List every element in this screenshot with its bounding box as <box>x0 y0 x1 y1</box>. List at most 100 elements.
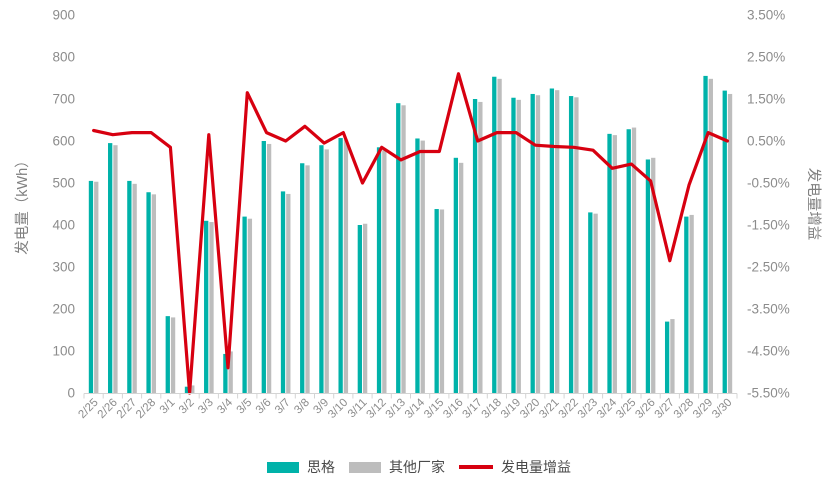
bar-other-3/10 <box>343 139 349 393</box>
x-axis-label-3/22: 3/22 <box>557 397 581 421</box>
bar-other-3/5 <box>247 218 253 393</box>
bar-other-2/25 <box>94 181 99 393</box>
bar-sige-3/9 <box>319 145 324 393</box>
left-axis-tick-label: 400 <box>52 218 75 233</box>
right-axis-tick-label: -1.50% <box>747 218 790 233</box>
bar-other-3/8 <box>305 165 310 393</box>
legend-item-other-vendors[interactable]: 其他厂家 <box>349 460 445 474</box>
x-axis-label-3/23: 3/23 <box>576 397 600 421</box>
x-axis-label-2/27: 2/27 <box>115 397 139 421</box>
bar-sige-3/14 <box>415 138 420 393</box>
x-axis-label-3/12: 3/12 <box>365 397 389 421</box>
bar-sige-3/25 <box>626 129 631 394</box>
bar-sige-2/26 <box>108 143 113 393</box>
bar-other-3/9 <box>324 149 329 393</box>
right-axis-tick-label: 1.50% <box>747 92 785 107</box>
bar-other-3/11 <box>362 223 368 393</box>
legend-label-gain: 发电量增益 <box>501 459 571 475</box>
bar-other-3/6 <box>266 143 272 393</box>
bar-other-3/4 <box>228 351 233 393</box>
bar-other-2/27 <box>132 183 137 393</box>
bar-other-3/29 <box>708 78 713 393</box>
bar-sige-3/15 <box>434 209 439 393</box>
bar-other-3/2 <box>190 385 195 393</box>
bar-other-3/3 <box>209 222 214 393</box>
bar-other-3/17 <box>478 101 483 393</box>
bar-other-3/12 <box>382 150 387 393</box>
bar-other-3/18 <box>497 78 502 393</box>
x-axis-label-3/15: 3/15 <box>422 397 446 421</box>
bar-sige-3/21 <box>549 88 555 393</box>
bar-other-3/13 <box>401 105 406 394</box>
left-axis-tick-label: 0 <box>67 386 75 401</box>
bar-other-3/7 <box>286 193 291 393</box>
bar-sige-3/6 <box>261 141 266 393</box>
left-axis-tick-label: 800 <box>52 50 75 65</box>
x-axis-label-3/10: 3/10 <box>326 397 350 421</box>
x-axis-label-3/1: 3/1 <box>158 397 178 417</box>
bar-sige-3/24 <box>607 133 612 394</box>
legend-item-gain[interactable]: 发电量增益 <box>459 460 571 474</box>
bar-sige-3/11 <box>357 225 362 393</box>
x-axis-label-3/27: 3/27 <box>653 397 677 421</box>
right-axis-tick-label: -5.50% <box>747 386 790 401</box>
plot-area: 0 100 200 300 400 500 600 700 800 900 -5.50% -4.50%… <box>52 8 789 421</box>
legend-label-other-vendors: 其他厂家 <box>389 459 445 475</box>
bar-other-3/22 <box>574 97 579 393</box>
x-axis-label-3/25: 3/25 <box>614 397 638 421</box>
x-axis-label-3/28: 3/28 <box>672 397 696 421</box>
bar-sige-3/1 <box>165 316 170 393</box>
right-axis-tick-label: -3.50% <box>747 302 790 317</box>
x-axis-label-3/3: 3/3 <box>196 397 216 417</box>
x-axis-label-3/8: 3/8 <box>292 397 312 417</box>
right-axis-tick-label: -4.50% <box>747 344 790 359</box>
bar-other-3/20 <box>535 95 541 393</box>
bar-sige-3/22 <box>568 96 574 393</box>
bar-sige-3/5 <box>242 216 247 393</box>
bar-sige-3/28 <box>684 216 689 393</box>
legend-label-sige: 思格 <box>307 459 335 475</box>
bar-sige-2/27 <box>127 180 132 393</box>
other-vendors-swatch-icon <box>349 461 381 473</box>
bar-other-3/15 <box>439 209 445 393</box>
left-axis-tick-label: 600 <box>52 134 75 149</box>
x-axis-label-3/14: 3/14 <box>403 396 428 421</box>
x-axis-label-3/24: 3/24 <box>595 396 620 421</box>
x-axis-label-3/17: 3/17 <box>461 397 485 421</box>
left-axis-tick-label: 200 <box>52 302 75 317</box>
x-axis-label-2/26: 2/26 <box>96 397 120 421</box>
bar-sige-3/12 <box>376 147 382 393</box>
x-axis-label-3/21: 3/21 <box>537 397 561 421</box>
x-axis-label-3/5: 3/5 <box>235 397 255 417</box>
right-axis-tick-label: 3.50% <box>747 8 785 23</box>
bar-other-2/26 <box>113 145 118 393</box>
bar-other-3/14 <box>420 140 425 393</box>
x-axis-label-3/26: 3/26 <box>633 397 657 421</box>
bar-other-3/28 <box>689 214 694 393</box>
left-axis-tick-label: 900 <box>52 8 75 23</box>
x-axis-label-3/19: 3/19 <box>499 397 523 421</box>
x-axis-label-3/30: 3/30 <box>710 397 734 421</box>
bar-sige-3/29 <box>703 75 708 394</box>
x-axis-label-3/20: 3/20 <box>518 397 542 421</box>
bar-sige-3/16 <box>453 157 459 393</box>
right-axis-tick-label: -2.50% <box>747 260 790 275</box>
bar-other-3/21 <box>555 90 560 394</box>
bar-sige-3/13 <box>396 103 401 393</box>
bar-sige-3/8 <box>300 163 305 393</box>
left-axis-tick-label: 500 <box>52 176 75 191</box>
bar-other-3/27 <box>670 319 675 393</box>
bar-sige-3/10 <box>338 138 343 393</box>
bar-other-3/26 <box>651 157 656 393</box>
bar-sige-3/23 <box>588 212 593 393</box>
left-axis-title: 发电量（kWh） <box>14 153 31 255</box>
x-axis-label-3/18: 3/18 <box>480 397 504 421</box>
bar-sige-3/17 <box>472 99 478 393</box>
gain-line-swatch-icon <box>459 465 493 469</box>
x-axis-label-3/29: 3/29 <box>691 397 715 421</box>
legend-item-sige[interactable]: 思格 <box>267 460 335 474</box>
x-axis-label-3/16: 3/16 <box>441 397 465 421</box>
bar-other-3/16 <box>459 162 464 393</box>
